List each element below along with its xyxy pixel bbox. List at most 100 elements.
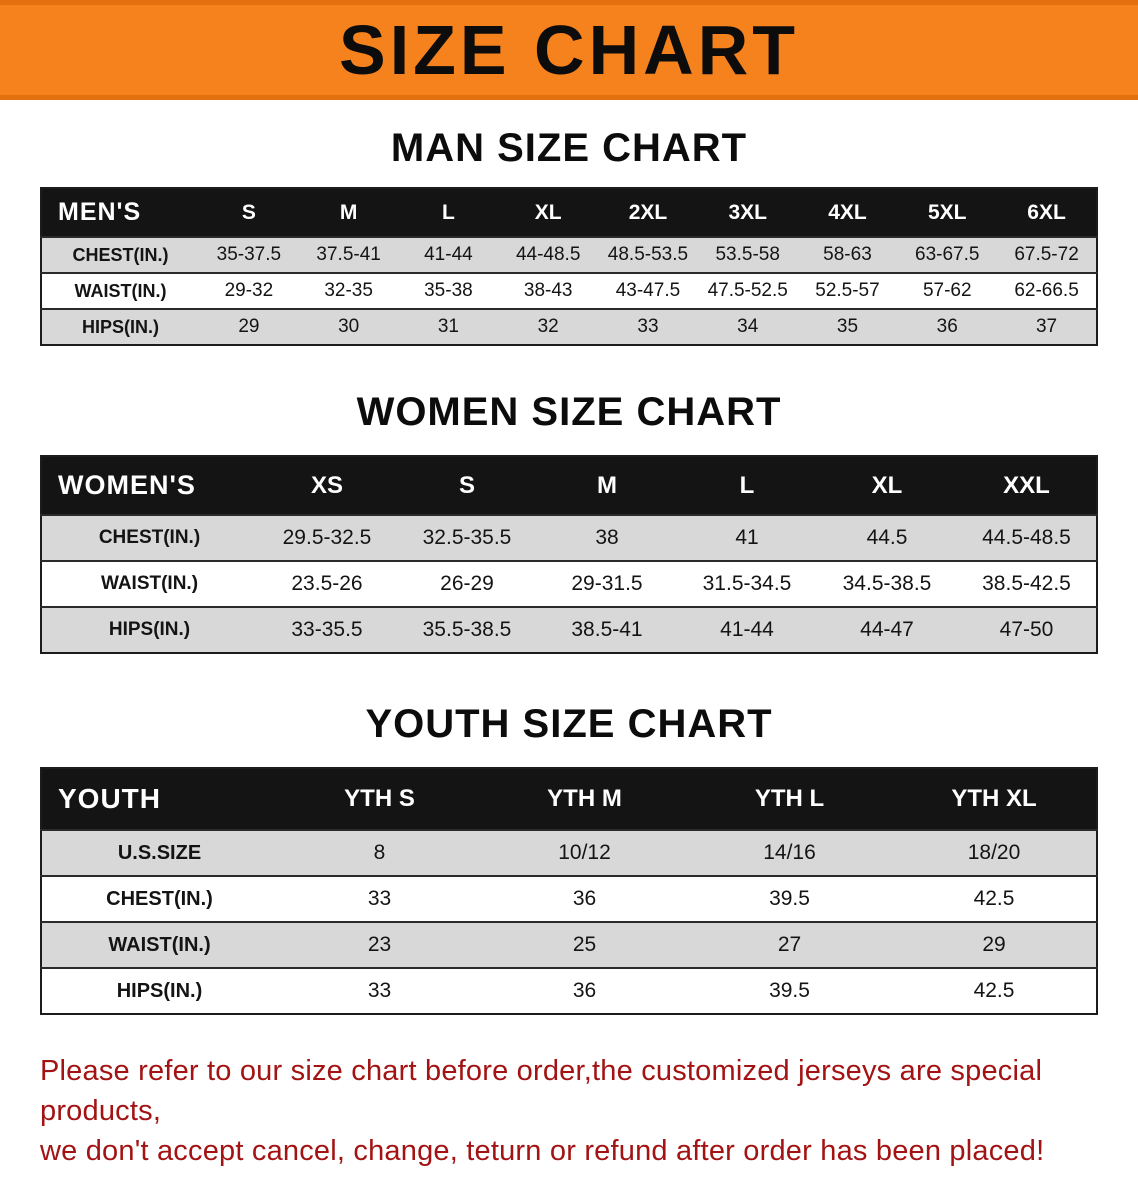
youth-cell-1-1: 36 — [482, 875, 687, 922]
men-table-row-1: WAIST(IN.) 29-32 32-35 35-38 38-43 43-47.5 47.… — [41, 272, 1097, 309]
men-cell-0-5: 53.5-58 — [697, 236, 798, 273]
youth-table-row-0: U.S.SIZE 8 10/12 14/16 18/20 — [41, 829, 1097, 876]
women-table-row-2: HIPS(IN.) 33-35.5 35.5-38.5 38.5-41 41-44 44-… — [41, 606, 1097, 653]
women-table-row-0: CHEST(IN.) 29.5-32.5 32.5-35.5 38 41 44.5 44.5… — [41, 514, 1097, 561]
women-cell-1-0: 23.5-26 — [257, 560, 397, 607]
men-cell-1-5: 47.5-52.5 — [697, 272, 798, 309]
women-cell-2-3: 41-44 — [677, 606, 817, 653]
men-cell-0-4: 48.5-53.5 — [598, 236, 698, 273]
men-cell-1-6: 52.5-57 — [797, 272, 898, 309]
disclaimer-line-1: Please refer to our size chart before or… — [40, 1055, 1043, 1128]
women-cell-2-0: 33-35.5 — [257, 606, 397, 653]
women-size-column-2: M — [537, 456, 677, 515]
section-women: WOMEN SIZE CHART WOMEN'S XS S M L XL XXL CHEST(I… — [0, 390, 1138, 654]
women-cell-0-5: 44.5-48.5 — [957, 514, 1097, 561]
men-cell-2-0: 29 — [199, 308, 299, 345]
youth-cell-2-0: 23 — [277, 921, 482, 968]
youth-table-row-3: HIPS(IN.) 33 36 39.5 42.5 — [41, 967, 1097, 1014]
women-cell-0-4: 44.5 — [817, 514, 957, 561]
youth-section-heading: YOUTH SIZE CHART — [365, 702, 773, 746]
men-size-column-2: L — [398, 188, 499, 237]
men-section-heading: MAN SIZE CHART — [390, 126, 748, 170]
women-row-label-0: CHEST(IN.) — [41, 514, 257, 561]
men-size-column-4: 2XL — [598, 188, 698, 237]
women-size-column-1: S — [397, 456, 537, 515]
youth-cell-2-2: 27 — [687, 921, 892, 968]
youth-table-row-2: WAIST(IN.) 23 25 27 29 — [41, 921, 1097, 968]
women-size-table: WOMEN'S XS S M L XL XXL CHEST(IN.) 29.5-32.5 32.5… — [40, 455, 1098, 654]
youth-cell-0-3: 18/20 — [892, 829, 1097, 876]
youth-size-column-0: YTH S — [277, 768, 482, 830]
men-size-column-6: 4XL — [797, 188, 898, 237]
women-cell-1-2: 29-31.5 — [537, 560, 677, 607]
men-cell-2-2: 31 — [398, 308, 499, 345]
men-cell-1-7: 57-62 — [897, 272, 998, 309]
women-size-column-5: XXL — [957, 456, 1097, 515]
women-cell-1-1: 26-29 — [397, 560, 537, 607]
men-cell-2-8: 37 — [997, 308, 1097, 345]
youth-cell-1-2: 39.5 — [687, 875, 892, 922]
banner: SIZE CHART — [0, 0, 1138, 100]
page-title: SIZE CHART — [339, 11, 799, 89]
youth-cell-3-0: 33 — [277, 967, 482, 1014]
men-cell-0-6: 58-63 — [797, 236, 898, 273]
men-cell-2-6: 35 — [797, 308, 898, 345]
men-corner-label: MEN'S — [41, 188, 199, 237]
disclaimer: Please refer to our size chart before or… — [40, 1051, 1100, 1171]
men-header-row: MEN'S S M L XL 2XL 3XL 4XL 5XL 6XL — [41, 188, 1097, 237]
youth-row-label-0: U.S.SIZE — [41, 829, 277, 876]
youth-table-row-1: CHEST(IN.) 33 36 39.5 42.5 — [41, 875, 1097, 922]
men-cell-0-7: 63-67.5 — [897, 236, 998, 273]
section-men: MAN SIZE CHART MEN'S S M L XL 2XL 3XL 4XL 5XL 6XL C… — [0, 126, 1138, 346]
men-size-column-5: 3XL — [697, 188, 798, 237]
women-row-label-2: HIPS(IN.) — [41, 606, 257, 653]
men-size-column-0: S — [199, 188, 299, 237]
women-cell-1-4: 34.5-38.5 — [817, 560, 957, 607]
youth-row-label-1: CHEST(IN.) — [41, 875, 277, 922]
women-cell-0-0: 29.5-32.5 — [257, 514, 397, 561]
women-size-column-0: XS — [257, 456, 397, 515]
youth-cell-2-1: 25 — [482, 921, 687, 968]
men-cell-1-8: 62-66.5 — [997, 272, 1097, 309]
youth-row-label-2: WAIST(IN.) — [41, 921, 277, 968]
men-cell-0-3: 44-48.5 — [498, 236, 599, 273]
men-cell-1-1: 32-35 — [298, 272, 399, 309]
women-corner-label: WOMEN'S — [41, 456, 257, 515]
women-cell-2-4: 44-47 — [817, 606, 957, 653]
men-size-column-1: M — [298, 188, 399, 237]
women-cell-0-1: 32.5-35.5 — [397, 514, 537, 561]
men-size-column-8: 6XL — [997, 188, 1097, 237]
women-size-column-4: XL — [817, 456, 957, 515]
men-row-label-0: CHEST(IN.) — [41, 236, 199, 273]
men-size-table: MEN'S S M L XL 2XL 3XL 4XL 5XL 6XL CHEST(IN.) 35-37… — [40, 187, 1098, 346]
section-youth: YOUTH SIZE CHART YOUTH YTH S YTH M YTH L YTH … — [0, 702, 1138, 1015]
men-row-label-2: HIPS(IN.) — [41, 308, 199, 345]
women-table-row-1: WAIST(IN.) 23.5-26 26-29 29-31.5 31.5-34.5 34… — [41, 560, 1097, 607]
men-row-label-1: WAIST(IN.) — [41, 272, 199, 309]
men-cell-0-1: 37.5-41 — [298, 236, 399, 273]
men-cell-2-1: 30 — [298, 308, 399, 345]
women-cell-2-1: 35.5-38.5 — [397, 606, 537, 653]
men-cell-2-3: 32 — [498, 308, 599, 345]
men-cell-1-0: 29-32 — [199, 272, 299, 309]
men-size-column-3: XL — [498, 188, 599, 237]
youth-header-row: YOUTH YTH S YTH M YTH L YTH XL — [41, 768, 1097, 830]
youth-row-label-3: HIPS(IN.) — [41, 967, 277, 1014]
men-cell-0-8: 67.5-72 — [997, 236, 1097, 273]
youth-cell-3-2: 39.5 — [687, 967, 892, 1014]
youth-size-column-3: YTH XL — [892, 768, 1097, 830]
men-table-row-2: HIPS(IN.) 29 30 31 32 33 34 35 36 37 — [41, 308, 1097, 345]
women-cell-0-2: 38 — [537, 514, 677, 561]
men-cell-2-7: 36 — [897, 308, 998, 345]
men-cell-1-2: 35-38 — [398, 272, 499, 309]
women-cell-0-3: 41 — [677, 514, 817, 561]
youth-cell-1-3: 42.5 — [892, 875, 1097, 922]
youth-cell-1-0: 33 — [277, 875, 482, 922]
youth-cell-0-2: 14/16 — [687, 829, 892, 876]
women-cell-1-5: 38.5-42.5 — [957, 560, 1097, 607]
men-cell-1-3: 38-43 — [498, 272, 599, 309]
youth-cell-2-3: 29 — [892, 921, 1097, 968]
men-cell-2-5: 34 — [697, 308, 798, 345]
women-row-label-1: WAIST(IN.) — [41, 560, 257, 607]
